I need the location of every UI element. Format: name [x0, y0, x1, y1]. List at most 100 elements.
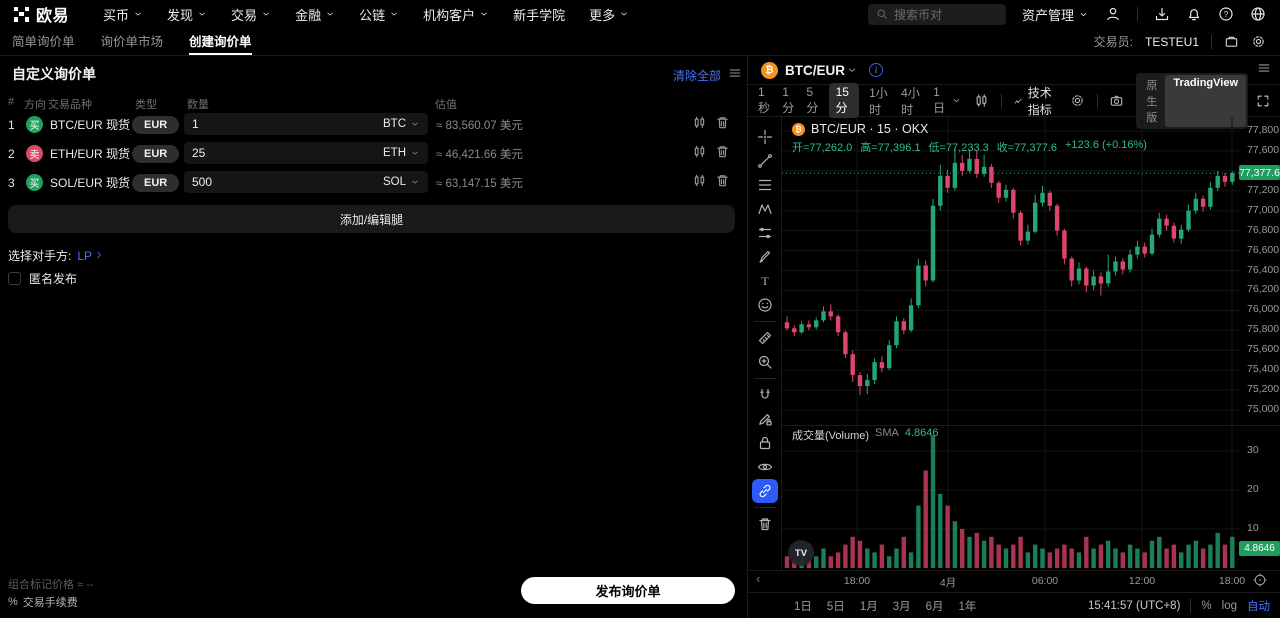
unit-dropdown[interactable]: SOL [383, 176, 420, 188]
tab-创建询价单[interactable]: 创建询价单 [189, 28, 252, 55]
price-axis[interactable]: 77,800.0 77,600.0 77,200.0 77,000.0 76,800.0… [1240, 117, 1280, 570]
gear-icon[interactable] [1251, 34, 1266, 49]
add-edit-leg-button[interactable]: 添加/编辑腿 [8, 205, 735, 233]
globe-icon[interactable] [1250, 6, 1266, 22]
target-icon[interactable] [1253, 573, 1267, 592]
range-button-5日[interactable]: 5日 [826, 600, 845, 613]
topnav-menu-item[interactable]: 金融 [295, 5, 335, 24]
brush-icon[interactable] [748, 245, 782, 269]
asset-management-menu[interactable]: 资产管理 [1022, 5, 1089, 24]
ruler-icon[interactable] [748, 326, 782, 350]
tab-询价单市场[interactable]: 询价单市场 [100, 35, 164, 49]
topnav-menu-item[interactable]: 交易 [231, 5, 271, 24]
chevron-down-icon[interactable] [846, 64, 858, 76]
toggle-TradingView[interactable]: TradingView [1165, 74, 1246, 127]
magnet-icon[interactable] [748, 383, 782, 407]
publish-rfq-button[interactable]: 发布询价单 [521, 577, 735, 604]
unit-dropdown[interactable]: BTC [383, 118, 420, 130]
time-axis[interactable]: 18:00 4月 06:00 12:00 18:00 [748, 570, 1280, 592]
instrument-name[interactable]: SOL/EUR 现货 [50, 176, 131, 190]
instrument-name[interactable]: ETH/EUR 现货 [50, 147, 131, 161]
instrument-name[interactable]: BTC/EUR 现货 [50, 118, 131, 132]
user-icon[interactable] [1105, 6, 1121, 22]
info-icon[interactable]: i [869, 63, 883, 77]
zoom-in-icon[interactable] [748, 350, 782, 374]
trend-line-icon[interactable] [748, 149, 782, 173]
briefcase-icon[interactable] [1224, 34, 1239, 49]
chevron-right-icon[interactable] [112, 168, 122, 197]
chart-settings-icon[interactable] [1070, 93, 1085, 108]
crosshair-icon[interactable] [748, 125, 782, 149]
okx-brand[interactable]: 欧易 [14, 2, 69, 26]
candle-style-icon[interactable] [974, 93, 989, 108]
interval-button-1小时[interactable]: 1小时 [869, 85, 888, 117]
topnav-menu-item[interactable]: 更多 [589, 5, 629, 24]
bell-icon[interactable] [1186, 6, 1202, 22]
candlestick-chart[interactable] [782, 117, 1240, 570]
chart-symbol[interactable]: BTC/EUR [785, 62, 845, 78]
xabcd-pattern-icon[interactable] [748, 197, 782, 221]
lock-icon[interactable] [748, 431, 782, 455]
topnav-menu-item[interactable]: 发现 [167, 5, 207, 24]
camera-icon[interactable] [1109, 93, 1124, 108]
chart-menu-icon[interactable] [1257, 61, 1271, 80]
long-position-icon[interactable] [748, 221, 782, 245]
unit-dropdown[interactable]: ETH [383, 147, 420, 159]
currency-pill-button[interactable]: EUR [132, 168, 180, 197]
interval-button-4小时[interactable]: 4小时 [901, 85, 920, 117]
topnav-menu-item[interactable]: 买币 [103, 5, 143, 24]
interval-button-1日[interactable]: 1日 [933, 85, 946, 115]
clear-all-link[interactable]: 清除全部 [672, 69, 721, 83]
interval-button-5分[interactable]: 5分 [806, 85, 819, 115]
indicators-button[interactable]: 技术指标 [1014, 84, 1058, 118]
delete-leg-icon[interactable] [715, 168, 730, 197]
percent-scale-button[interactable]: % [1201, 599, 1212, 612]
delete-leg-icon[interactable] [715, 139, 730, 168]
search-input[interactable]: 搜索币对 [867, 3, 1006, 25]
range-button-3月[interactable]: 3月 [892, 600, 911, 613]
range-button-1年[interactable]: 1年 [958, 600, 977, 613]
chart-icon[interactable] [692, 139, 707, 168]
topnav-menu-item[interactable]: 公链 [359, 5, 399, 24]
delete-leg-icon[interactable] [715, 110, 730, 139]
topnav-menu-item[interactable]: 机构客户 [423, 5, 489, 24]
edit-lock-icon[interactable] [748, 407, 782, 431]
fee-row: % 交易手续费 [8, 594, 78, 610]
fib-lines-icon[interactable] [748, 173, 782, 197]
currency-pill-button[interactable]: EUR [132, 110, 180, 139]
counterparty-select[interactable]: LP [77, 249, 104, 263]
range-button-1日[interactable]: 1日 [794, 600, 812, 613]
interval-button-15分[interactable]: 15分 [828, 83, 860, 118]
chart-icon[interactable] [692, 168, 707, 197]
currency-pill-button[interactable]: EUR [132, 139, 180, 168]
eye-icon[interactable] [748, 455, 782, 479]
tab-简单询价单[interactable]: 简单询价单 [12, 35, 75, 49]
auto-scale-button[interactable]: 自动 [1247, 600, 1270, 613]
link-icon[interactable] [751, 479, 778, 503]
text-icon[interactable]: T [748, 269, 782, 293]
quantity-input[interactable]: 25 ETH [184, 142, 428, 164]
anonymous-checkbox[interactable] [8, 272, 21, 285]
range-button-6月[interactable]: 6月 [925, 600, 944, 613]
question-icon[interactable]: ? [1218, 6, 1234, 22]
chevron-right-icon[interactable] [112, 139, 122, 168]
quantity-input[interactable]: 1 BTC [184, 113, 428, 135]
interval-more-icon[interactable] [951, 95, 962, 106]
scroll-left-icon[interactable]: ‹ [756, 571, 761, 586]
chart-icon[interactable] [692, 110, 707, 139]
menu-icon[interactable] [728, 66, 742, 85]
emoji-icon[interactable] [748, 293, 782, 317]
log-scale-button[interactable]: log [1221, 599, 1237, 612]
range-button-1月[interactable]: 1月 [859, 600, 878, 613]
interval-button-1分[interactable]: 1分 [782, 85, 795, 115]
pane-divider[interactable] [782, 425, 1280, 426]
trash-icon[interactable] [748, 512, 782, 536]
download-icon[interactable] [1154, 6, 1170, 22]
chevron-right-icon[interactable] [112, 110, 122, 139]
topnav-menu-item[interactable]: 新手学院 [513, 5, 565, 24]
fullscreen-icon[interactable] [1256, 94, 1270, 108]
mark-price-row: 组合标记价格 ≈ -- [8, 576, 93, 592]
quantity-input[interactable]: 500 SOL [184, 171, 428, 193]
interval-button-1秒[interactable]: 1秒 [758, 85, 771, 115]
toggle-原生版[interactable]: 原生版 [1146, 79, 1158, 124]
